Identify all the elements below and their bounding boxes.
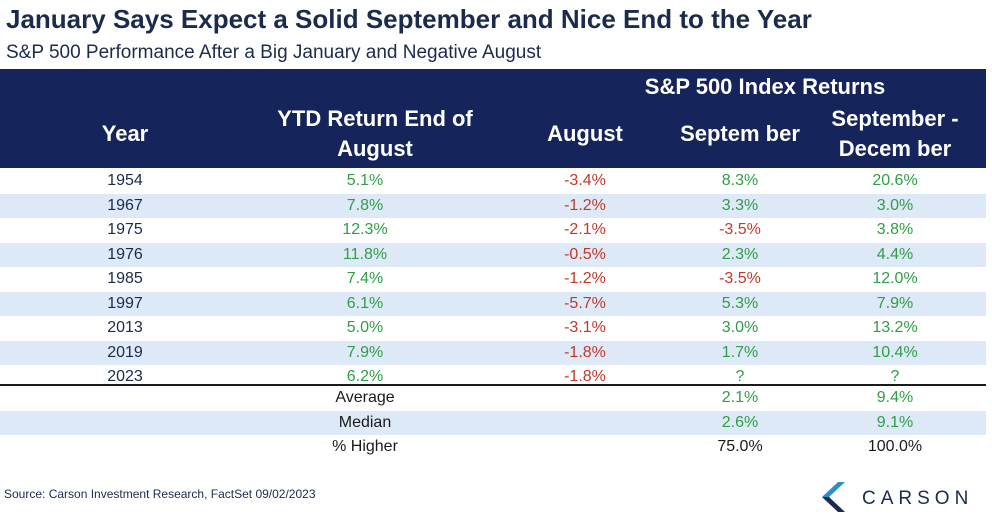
table-header: S&P 500 Index Returns Year YTD Return En… <box>0 69 986 168</box>
cell-year: 1997 <box>107 294 143 312</box>
header-year: Year <box>101 121 149 146</box>
summary-label: Median <box>338 413 392 431</box>
cell-august: -3.4% <box>564 172 606 189</box>
cell-sep-dec: 3.8% <box>876 221 914 238</box>
cell-ytd: 6.1% <box>346 294 384 312</box>
summary-september: 2.6% <box>721 413 759 431</box>
header-ytd: YTD Return End of August <box>255 104 495 164</box>
summary-label: % Higher <box>332 438 398 455</box>
cell-august: -1.8% <box>564 368 606 385</box>
cell-year: 1967 <box>107 196 143 214</box>
cell-september: 2.3% <box>721 245 759 263</box>
summary-september: 75.0% <box>717 438 763 455</box>
cell-september: ? <box>735 368 745 385</box>
cell-year: 2023 <box>107 368 143 385</box>
header-sep-dec: September - Decem ber <box>815 104 975 164</box>
summary-sep-dec: 9.4% <box>876 389 914 406</box>
cell-august: -0.5% <box>564 245 606 263</box>
table-row: 2023 6.2% -1.8% ? ? <box>0 365 986 390</box>
cell-sep-dec: 12.0% <box>872 270 918 287</box>
cell-september: 3.3% <box>721 196 759 214</box>
cell-august: -1.2% <box>564 270 606 287</box>
cell-ytd: 5.1% <box>346 172 384 189</box>
cell-august: -1.2% <box>564 196 606 214</box>
table-divider <box>0 384 986 386</box>
cell-ytd: 7.9% <box>346 343 384 361</box>
cell-sep-dec: 10.4% <box>872 343 918 361</box>
cell-sep-dec: 4.4% <box>876 245 914 263</box>
summary-label: Average <box>335 389 395 406</box>
cell-august: -5.7% <box>564 294 606 312</box>
cell-year: 2019 <box>107 343 143 361</box>
header-sepdec-line1: September - <box>831 106 959 131</box>
cell-september: 8.3% <box>721 172 759 189</box>
cell-year: 1985 <box>107 270 143 287</box>
page-subtitle: S&P 500 Performance After a Big January … <box>6 42 542 63</box>
cell-ytd: 11.8% <box>342 245 388 263</box>
header-sepdec-line2: Decem ber <box>838 136 952 161</box>
cell-sep-dec: 3.0% <box>876 196 914 214</box>
table-row: 2019 7.9% -1.8% 1.7% 10.4% <box>0 340 986 365</box>
cell-year: 2013 <box>107 319 143 336</box>
summary-september: 2.1% <box>721 389 759 406</box>
cell-ytd: 5.0% <box>346 319 384 336</box>
cell-sep-dec: 13.2% <box>872 319 918 336</box>
cell-year: 1954 <box>107 172 143 189</box>
cell-ytd: 7.8% <box>346 196 384 214</box>
cell-sep-dec: 20.6% <box>872 172 918 189</box>
summary-row: Average 2.1% 9.4% <box>0 386 986 411</box>
table-row: 1976 11.8% -0.5% 2.3% 4.4% <box>0 242 986 267</box>
summary-sep-dec: 9.1% <box>876 413 914 431</box>
header-september: Septem ber <box>680 121 800 146</box>
cell-ytd: 12.3% <box>342 221 388 238</box>
cell-august: -3.1% <box>564 319 606 336</box>
header-ytd-line1: YTD Return End of <box>277 106 473 131</box>
cell-ytd: 7.4% <box>346 270 384 287</box>
page-title: January Says Expect a Solid September an… <box>6 4 812 34</box>
summary-rows: Average 2.1% 9.4% Median 2.6% 9.1% % Hig… <box>0 386 986 460</box>
cell-year: 1976 <box>107 245 143 263</box>
table-row: 1954 5.1% -3.4% 8.3% 20.6% <box>0 169 986 194</box>
cell-september: 3.0% <box>721 319 759 336</box>
header-august: August <box>547 121 623 146</box>
cell-ytd: 6.2% <box>346 368 384 385</box>
cell-august: -2.1% <box>564 221 606 238</box>
carson-logo: CARSON <box>818 480 988 516</box>
summary-sep-dec: 100.0% <box>867 438 923 455</box>
cell-september: 5.3% <box>721 294 759 312</box>
logo-text: CARSON <box>862 488 974 509</box>
table-row: 1975 12.3% -2.1% -3.5% 3.8% <box>0 218 986 243</box>
cell-year: 1975 <box>107 221 143 238</box>
summary-row: % Higher 75.0% 100.0% <box>0 435 986 460</box>
table-row: 2013 5.0% -3.1% 3.0% 13.2% <box>0 316 986 341</box>
cell-august: -1.8% <box>564 343 606 361</box>
table-row: 1997 6.1% -5.7% 5.3% 7.9% <box>0 291 986 316</box>
cell-sep-dec: ? <box>890 368 900 385</box>
cell-september: -3.5% <box>719 221 761 238</box>
table-row: 1967 7.8% -1.2% 3.3% 3.0% <box>0 193 986 218</box>
carson-chevron-icon <box>822 482 845 512</box>
data-rows: 1954 5.1% -3.4% 8.3% 20.6% 1967 7.8% -1.… <box>0 169 986 390</box>
header-ytd-line2: August <box>337 136 413 161</box>
table-row: 1985 7.4% -1.2% -3.5% 12.0% <box>0 267 986 292</box>
cell-september: 1.7% <box>721 343 759 361</box>
cell-september: -3.5% <box>719 270 761 287</box>
header-group-label: S&P 500 Index Returns <box>644 74 886 99</box>
summary-row: Median 2.6% 9.1% <box>0 410 986 435</box>
cell-sep-dec: 7.9% <box>876 294 914 312</box>
source-note: Source: Carson Investment Research, Fact… <box>4 487 316 501</box>
